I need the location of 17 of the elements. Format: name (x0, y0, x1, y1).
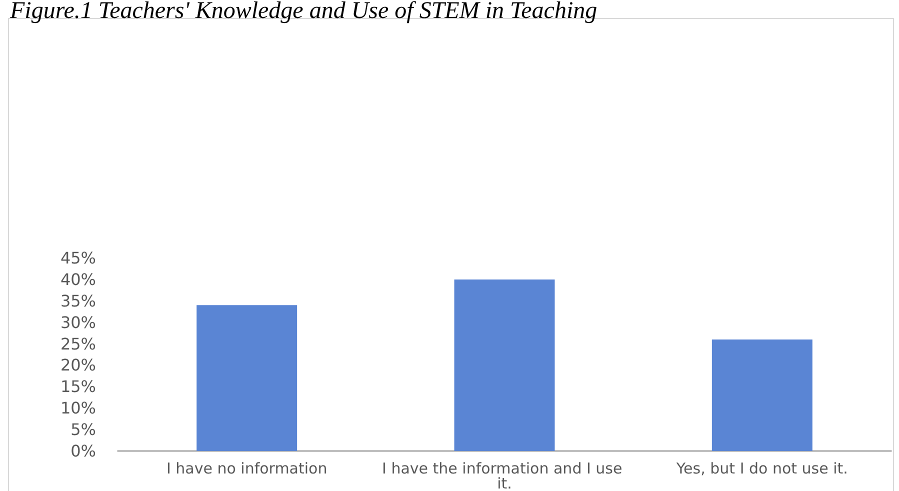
y-tick-label: 45% (60, 248, 96, 268)
bar (712, 339, 812, 451)
chart-title: Figure.1 Teachers' Knowledge and Use of STEM in Teaching (10, 0, 598, 25)
y-tick-label: 10% (60, 398, 96, 418)
y-tick-label: 15% (60, 377, 96, 396)
y-tick-label: 0% (70, 442, 96, 460)
bar (454, 279, 555, 451)
x-tick-label: I have no information (166, 460, 328, 478)
bar (196, 305, 298, 451)
y-tick-label: 20% (60, 356, 96, 375)
y-tick-label: 35% (60, 291, 96, 310)
x-tick-label: I have the information and I use it. (382, 460, 627, 491)
y-tick-label: 25% (60, 334, 96, 354)
x-tick-label: Yes, but I do not use it. (675, 460, 848, 478)
y-tick-label: 30% (60, 312, 96, 332)
y-tick-label: 40% (60, 270, 96, 289)
y-tick-label: 5% (70, 420, 96, 440)
